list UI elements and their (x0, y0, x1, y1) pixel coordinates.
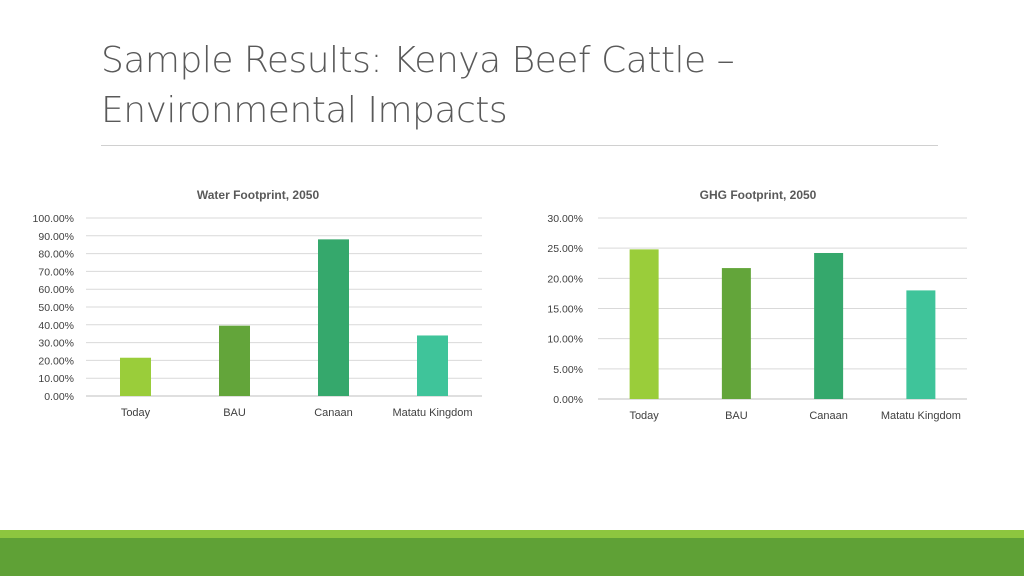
footer-accent-stripe (0, 530, 1024, 538)
water-category-label: Today (121, 407, 151, 419)
ghg-y-tick-label: 25.00% (547, 243, 583, 255)
ghg-bar-bau (721, 268, 751, 399)
ghg-footprint-chart-svg: GHG Footprint, 2050 0.00% 5.00% 10.00% 15.00… (547, 188, 967, 422)
ghg-y-tick-label: 0.00% (553, 394, 583, 406)
water-y-tick-label: 50.00% (38, 302, 74, 314)
water-y-tick-label: 30.00% (38, 338, 74, 350)
ghg-category-label: Matatu Kingdom (881, 410, 961, 422)
water-category-label: Canaan (314, 407, 353, 419)
ghg-y-tick-label: 5.00% (553, 364, 583, 376)
ghg-bar-today (629, 249, 659, 399)
water-y-tick-label: 80.00% (38, 249, 74, 261)
water-bar-bau (219, 325, 250, 396)
ghg-category-label: Today (629, 410, 659, 422)
water-y-tick-label: 90.00% (38, 231, 74, 243)
slide-title-line-1: Sample Results: Kenya Beef Cattle – (101, 40, 735, 81)
water-y-tick-label: 70.00% (38, 266, 74, 278)
water-y-tick-label: 40.00% (38, 320, 74, 332)
slide-title: Sample Results: Kenya Beef Cattle – Envi… (101, 36, 961, 136)
ghg-y-tick-label: 30.00% (547, 213, 583, 225)
ghg-chart-title: GHG Footprint, 2050 (700, 188, 817, 202)
water-footprint-chart: Water Footprint, 2050 0.00% 10.00% 20.00% 30… (0, 180, 500, 440)
title-divider (101, 145, 938, 146)
water-bar-canaan (318, 239, 349, 396)
water-category-label: Matatu Kingdom (392, 407, 472, 419)
water-footprint-chart-svg: Water Footprint, 2050 0.00% 10.00% 20.00% 30… (33, 188, 482, 419)
water-bar-today (120, 357, 151, 396)
ghg-y-tick-label: 15.00% (547, 304, 583, 316)
water-y-tick-label: 20.00% (38, 355, 74, 367)
ghg-y-tick-label: 20.00% (547, 273, 583, 285)
water-category-label: BAU (223, 407, 246, 419)
slide-title-line-2: Environmental Impacts (101, 90, 508, 131)
ghg-footprint-chart: GHG Footprint, 2050 0.00% 5.00% 10.00% 15.00… (505, 180, 1005, 440)
water-y-tick-label: 10.00% (38, 373, 74, 385)
ghg-category-label: BAU (725, 410, 748, 422)
water-y-tick-label: 0.00% (44, 391, 74, 403)
ghg-category-label: Canaan (809, 410, 848, 422)
water-y-tick-label: 60.00% (38, 284, 74, 296)
water-chart-title: Water Footprint, 2050 (197, 188, 320, 202)
ghg-bar-canaan (814, 252, 844, 399)
water-y-tick-label: 100.00% (33, 213, 74, 225)
ghg-bar-matatu-kingdom (906, 290, 936, 399)
footer-bar (0, 538, 1024, 576)
water-bar-matatu-kingdom (417, 335, 448, 396)
ghg-y-tick-label: 10.00% (547, 334, 583, 346)
